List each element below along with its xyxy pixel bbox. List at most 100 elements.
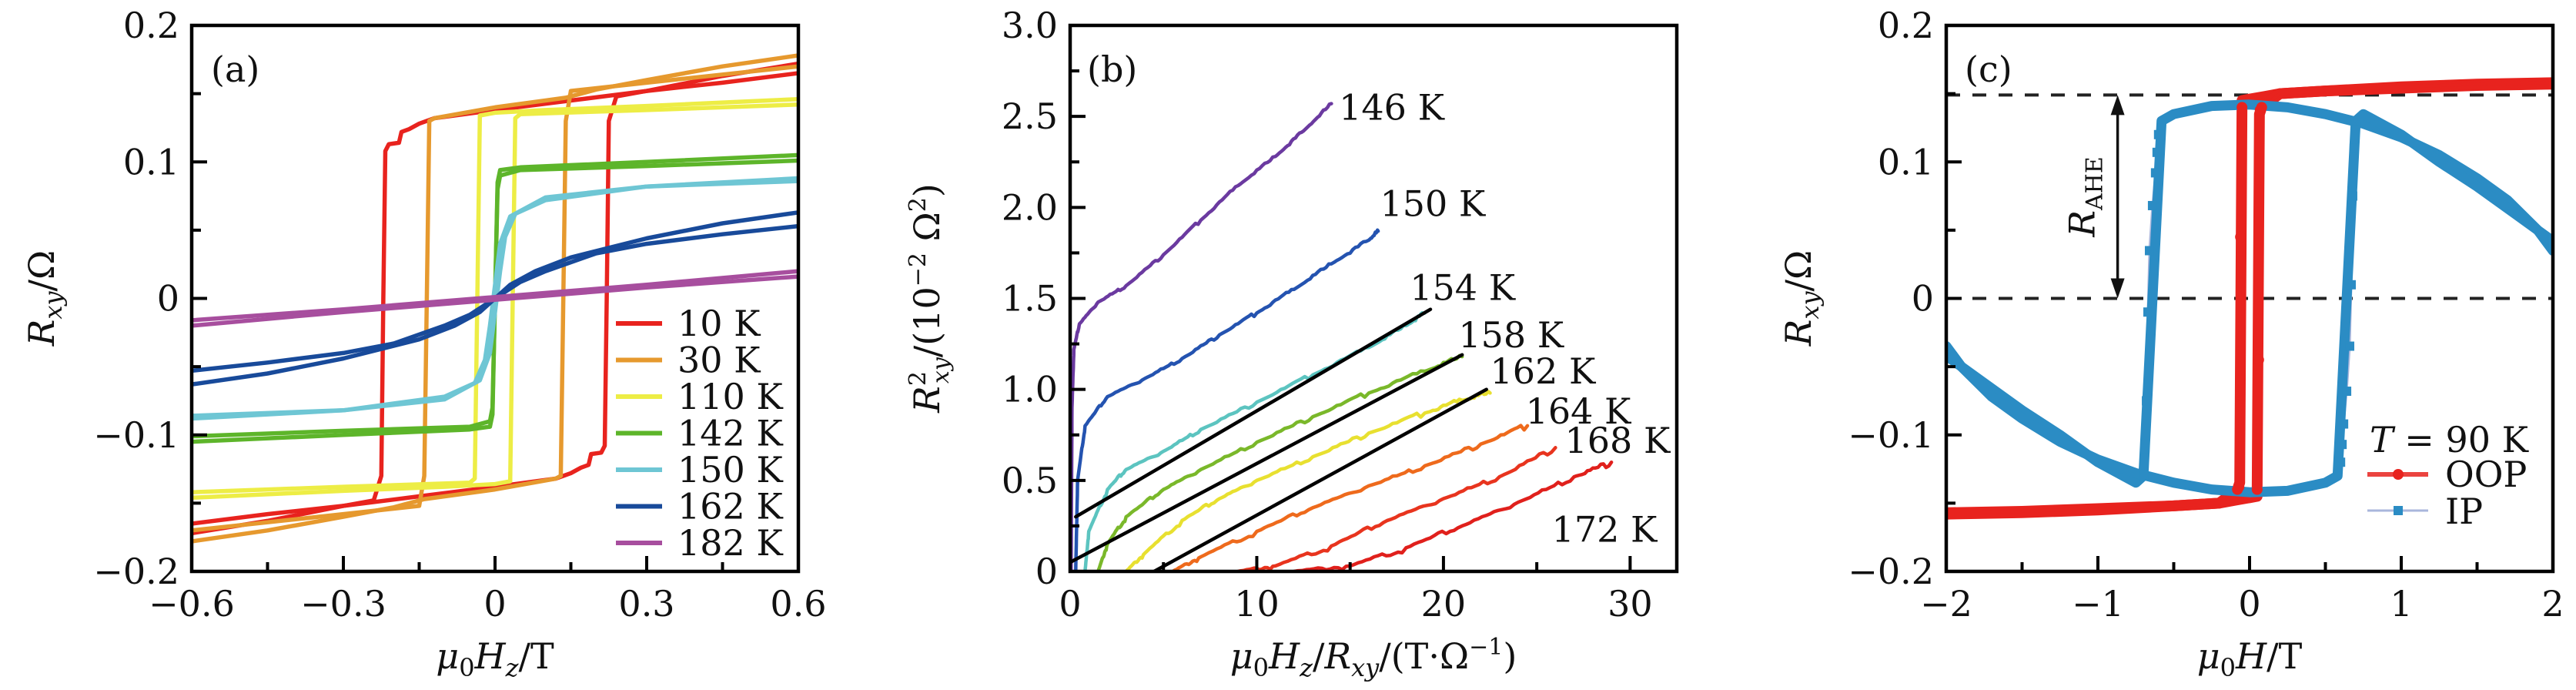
panel-a-series-110K-descending-line [192,96,798,494]
panel-c-x-tick-label: 2 [2541,583,2564,625]
panel-c-ip-marker [2139,471,2149,481]
panel-c-ip-marker [2346,280,2356,290]
panel-c-tag: (c) [1965,49,2012,90]
panel-b-series-label: 168 K [1565,420,1671,461]
panel-b-x-axis-label: μ0Hz/Rxy/(T·Ω−1) [1230,634,1517,682]
panel-b-series-162K-line [1124,389,1492,571]
panel-a-y-tick-label: −0.1 [93,414,179,456]
legend-label: 150 K [677,449,784,491]
panel-a-tag: (a) [211,49,259,90]
panel-b-x-tick-label: 20 [1421,583,1467,625]
panel-a-series-110K-ascending-line [192,102,798,501]
panel-b-y-tick-label: 0.5 [1002,460,1058,501]
panel-b-fit-line-162K [1152,387,1488,571]
panel-c-ip-marker [2350,116,2360,126]
panel-c-x-axis-label: μ0H/T [2197,635,2303,682]
panel-b-plot-area: 0 10 20 30 0 0.5 1.0 1.5 2.0 2.5 3.0 146 K 150 K 154 … [1002,5,1679,625]
legend-label: 162 K [677,486,784,528]
panel-a-y-tick-label: 0.2 [123,5,179,46]
panel-c-rahe-label: RAHE [2062,156,2109,237]
panel-a-x-tick-label: 0 [483,583,506,625]
panel-c-ip-marker [2339,419,2349,429]
panel-c-oop-marker [2232,484,2243,495]
panel-b-y-tick-label: 0 [1035,551,1058,592]
panel-c-ip-marker [2349,143,2359,153]
panel-c-x-tick-label: 0 [2238,583,2260,625]
panel-c-ip-marker [2337,440,2347,450]
panel-c-oop-marker [2235,231,2246,243]
panel-b-y-tick-label: 3.0 [1002,5,1058,46]
panel-b-series-150K-line [1074,228,1380,571]
legend-label: 30 K [677,340,761,381]
legend-marker-ip [2394,506,2403,515]
panel-c-ip-marker [2153,129,2163,139]
panel-a-x-tick-label: −0.6 [149,583,235,625]
panel-b-fit-line-158K [1070,353,1464,564]
panel-a-curves [192,53,798,544]
panel-c-oop-ascending-line [1946,81,2553,514]
panel-c-ip-marker [2144,246,2154,256]
panel-a: −0.6 −0.3 0 0.3 0.6 −0.2 −0.1 0 0.1 0.2 (a) Rxy/Ω… [21,5,827,682]
panel-b-series-label: 146 K [1339,86,1445,128]
panel-b-series-154K-line [1083,311,1427,571]
panel-c-plot-area: −2 −1 0 1 2 −0.2 −0.1 0 0.1 0.2 RAHE [1848,5,2564,625]
panel-c-ip-marker [2345,341,2355,351]
panel-c-ip-marker [2347,191,2357,201]
panel-a-plot-area: −0.6 −0.3 0 0.3 0.6 −0.2 −0.1 0 0.1 0.2 [93,5,826,625]
arrow-down-icon [2110,278,2125,299]
panel-c-oop-marker [2251,484,2263,495]
panel-c-ip-marker [2143,307,2153,317]
panel-c-ip-marker [2142,396,2152,406]
panel-c-frame [1944,23,2555,574]
panel-a-series-10K-ascending-line [192,71,798,536]
panel-c-ip-marker [2336,457,2346,467]
panel-b-series-label: 154 K [1410,266,1516,308]
panel-c-y-tick-label: 0.2 [1878,5,1934,46]
panel-b: 0 10 20 30 0 0.5 1.0 1.5 2.0 2.5 3.0 146 K 150 K 154 … [905,5,1679,682]
panel-b-series-label: 172 K [1552,509,1658,551]
panel-c-oop-marker [2236,102,2248,113]
panel-c-ip-marker [2140,444,2150,454]
panel-c-y-tick-label: 0.1 [1878,141,1934,183]
legend-label: 110 K [677,376,784,417]
panel-b-y-tick-label: 2.5 [1002,95,1058,137]
panel-c-legend-title: T = 90 K [2370,419,2530,461]
legend-label: IP [2445,491,2483,532]
panel-c-y-tick-label: −0.1 [1848,414,1934,456]
panel-b-tag: (b) [1087,49,1137,90]
panel-c-y-axis-label: Rxy/Ω [1778,250,1825,347]
panel-c-oop-marker [2256,102,2267,113]
panel-a-x-tick-label: −0.3 [300,583,386,625]
panel-a-series-182K-ascending-line [192,274,798,328]
panel-b-y-tick-label: 1.5 [1002,278,1058,320]
panel-a-series-150K-ascending-line [192,179,798,421]
panel-c-ip-marker [2150,168,2160,178]
panel-c-x-tick-label: −2 [1920,583,1972,625]
panel-b-series-164K-line [1171,424,1530,571]
panel-b-x-tick-label: 0 [1059,583,1081,625]
panel-c-ip-ascending-band [1946,109,2553,497]
panel-a-y-tick-label: −0.2 [93,551,179,592]
panel-c-x-tick-label: 1 [2390,583,2412,625]
panel-c-ip-marker [2147,200,2157,210]
panel-a-x-tick-label: 0.3 [618,583,674,625]
panel-b-y-tick-label: 1.0 [1002,369,1058,410]
panel-b-series-label: 150 K [1380,183,1486,225]
panel-a-y-tick-label: 0.1 [123,141,179,183]
legend-label: OOP [2445,454,2527,495]
panel-b-series-label: 162 K [1490,350,1597,392]
panel-b-series-label: 164 K [1526,390,1632,432]
panel-a-x-axis-label: μ0Hz/T [436,635,554,682]
panel-b-fit-line-154K [1074,307,1433,519]
legend-marker-oop [2393,469,2404,480]
panel-b-x-tick-label: 30 [1607,583,1653,625]
panel-a-frame [189,23,801,574]
panel-b-series-158K-line [1096,353,1464,571]
legend-label: 142 K [677,413,784,454]
panel-c-y-tick-label: −0.2 [1848,551,1934,592]
panel-c-y-tick-label: 0 [1912,278,1934,320]
panel-c-x-tick-label: −1 [2072,583,2124,625]
